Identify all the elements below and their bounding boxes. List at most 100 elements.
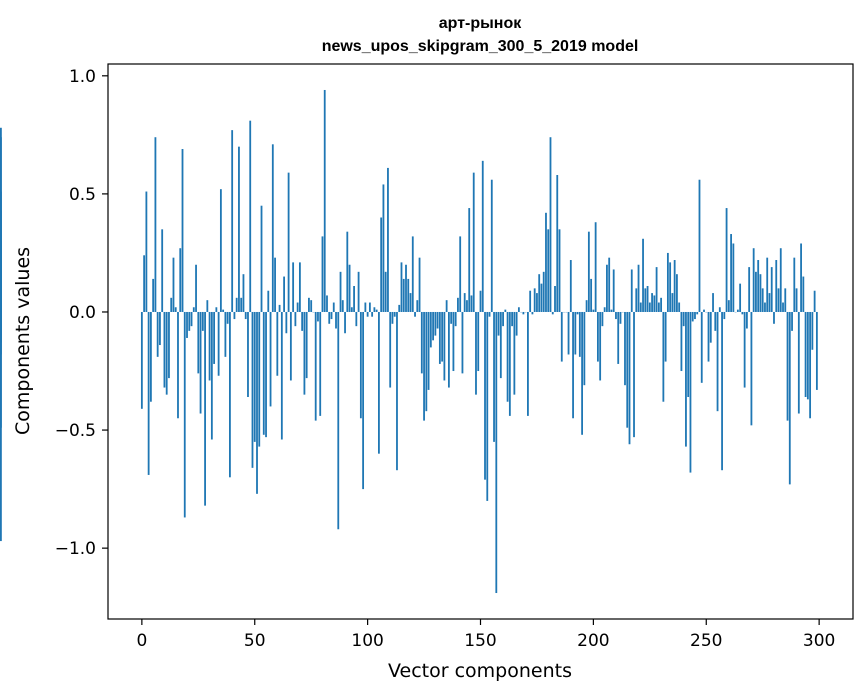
bar-137	[450, 311, 453, 324]
bar-159	[499, 311, 502, 379]
bar-212	[619, 311, 622, 324]
bar-84	[330, 311, 333, 320]
bar-129	[432, 311, 434, 341]
bar-25	[197, 311, 200, 374]
bar-49	[251, 311, 254, 468]
bar-130	[434, 311, 437, 336]
bar-31	[210, 311, 213, 440]
bar-192	[574, 311, 577, 355]
bar-290	[795, 288, 798, 312]
bar-undefined	[0, 309, 2, 312]
bar-155	[490, 179, 493, 312]
bar-32	[213, 311, 216, 364]
bar-86	[335, 311, 337, 329]
bar-73	[305, 311, 308, 379]
bar-160	[502, 311, 504, 327]
bar-106	[380, 217, 383, 312]
bar-51	[256, 311, 258, 494]
bar-151	[481, 160, 484, 312]
bar-272	[755, 271, 757, 312]
bar-267	[743, 311, 746, 388]
bar-210	[615, 311, 617, 320]
bar-296	[809, 311, 812, 419]
bar-61	[278, 304, 281, 312]
bar-97	[359, 311, 362, 419]
bar-243	[689, 311, 692, 473]
bar-143	[463, 293, 466, 312]
bar-293	[802, 276, 805, 312]
bar-229	[657, 302, 660, 312]
bar-240	[682, 311, 685, 327]
bar-202	[596, 311, 599, 362]
bar-266	[741, 311, 744, 315]
x-axis-label: Vector components	[388, 660, 572, 682]
bar-283	[779, 248, 782, 312]
bar-78	[317, 311, 319, 322]
bar-91	[346, 231, 349, 312]
bar-70	[298, 262, 301, 312]
bar-235	[671, 293, 674, 312]
bar-52	[258, 311, 261, 447]
bar-299	[815, 311, 818, 390]
bar-217	[630, 269, 633, 312]
bar-270	[750, 311, 753, 426]
bar-234	[669, 262, 672, 312]
bar-218	[633, 311, 635, 438]
bar-261	[730, 234, 732, 312]
bar-122	[416, 300, 419, 312]
bar-39	[229, 311, 231, 478]
bar-110	[389, 311, 392, 388]
bar-252	[709, 311, 712, 343]
bar-189	[567, 311, 570, 355]
chart-title: арт-рынок news_upos_skipgram_300_5_2019 …	[322, 15, 639, 55]
bar-162	[506, 311, 509, 402]
bar-181	[549, 137, 552, 312]
bar-221	[639, 302, 642, 312]
bar-253	[712, 293, 714, 312]
bar-1	[143, 255, 146, 312]
y-tick-label: 1.0	[69, 67, 96, 87]
bar-297	[811, 311, 814, 350]
bar-292	[800, 243, 802, 312]
chart-title-line-2: news_upos_skipgram_300_5_2019 model	[322, 38, 639, 55]
bar-241	[685, 311, 687, 447]
bar-176	[538, 274, 541, 312]
bar-26	[199, 311, 202, 414]
bar-268	[745, 311, 748, 329]
bar-90	[344, 311, 346, 334]
y-tick-label: −1.0	[55, 539, 96, 559]
bar-72	[303, 311, 306, 395]
bar-219	[635, 288, 638, 312]
x-tick-label: 50	[244, 631, 266, 651]
bar-66	[289, 311, 292, 381]
bar-28	[204, 311, 206, 506]
x-tick-label: 250	[690, 631, 722, 651]
bar-158	[497, 311, 500, 336]
bar-2	[145, 191, 148, 312]
bar-83	[328, 311, 331, 324]
bar-27	[201, 311, 204, 331]
bar-133	[441, 311, 444, 362]
bar-38	[226, 311, 229, 324]
bar-98	[362, 311, 365, 490]
bar-264	[736, 309, 739, 312]
bar-63	[283, 276, 285, 312]
chart-title-line-1: арт-рынок	[439, 15, 523, 32]
bar-147	[472, 172, 475, 312]
bar-249	[703, 309, 705, 312]
bar-107	[382, 184, 385, 312]
bar-280	[773, 311, 775, 324]
bar-102	[371, 311, 374, 317]
bar-193	[576, 311, 579, 315]
bar-298	[813, 290, 816, 312]
bar-233	[666, 252, 669, 312]
bar-33	[215, 307, 218, 312]
bar-46	[244, 311, 247, 320]
bar-96	[357, 271, 360, 312]
bar-93	[350, 307, 353, 312]
bar-277	[766, 257, 769, 312]
bar-15	[174, 307, 177, 312]
bar-222	[642, 238, 644, 312]
bar-199	[590, 278, 593, 312]
